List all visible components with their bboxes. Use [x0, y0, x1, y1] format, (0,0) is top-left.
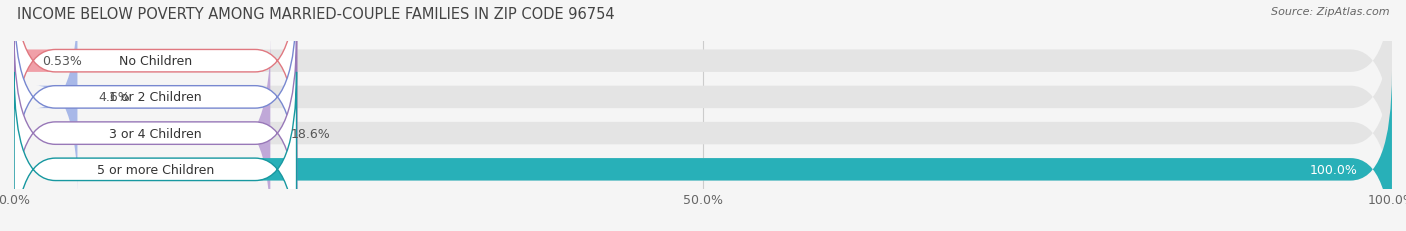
Text: Source: ZipAtlas.com: Source: ZipAtlas.com: [1271, 7, 1389, 17]
Text: 18.6%: 18.6%: [291, 127, 330, 140]
FancyBboxPatch shape: [14, 36, 1392, 231]
FancyBboxPatch shape: [14, 73, 1392, 231]
Text: 3 or 4 Children: 3 or 4 Children: [110, 127, 201, 140]
FancyBboxPatch shape: [14, 73, 1392, 231]
FancyBboxPatch shape: [14, 0, 1392, 158]
FancyBboxPatch shape: [14, 0, 1392, 195]
Text: 5 or more Children: 5 or more Children: [97, 163, 214, 176]
Text: 100.0%: 100.0%: [1309, 163, 1358, 176]
FancyBboxPatch shape: [14, 73, 297, 231]
Text: No Children: No Children: [118, 55, 191, 68]
FancyBboxPatch shape: [14, 36, 270, 231]
Text: 0.53%: 0.53%: [42, 55, 82, 68]
FancyBboxPatch shape: [14, 36, 297, 231]
FancyBboxPatch shape: [14, 0, 77, 195]
Text: 1 or 2 Children: 1 or 2 Children: [110, 91, 201, 104]
FancyBboxPatch shape: [0, 0, 55, 158]
FancyBboxPatch shape: [14, 0, 297, 195]
Text: INCOME BELOW POVERTY AMONG MARRIED-COUPLE FAMILIES IN ZIP CODE 96754: INCOME BELOW POVERTY AMONG MARRIED-COUPL…: [17, 7, 614, 22]
FancyBboxPatch shape: [14, 0, 297, 158]
Text: 4.6%: 4.6%: [98, 91, 129, 104]
